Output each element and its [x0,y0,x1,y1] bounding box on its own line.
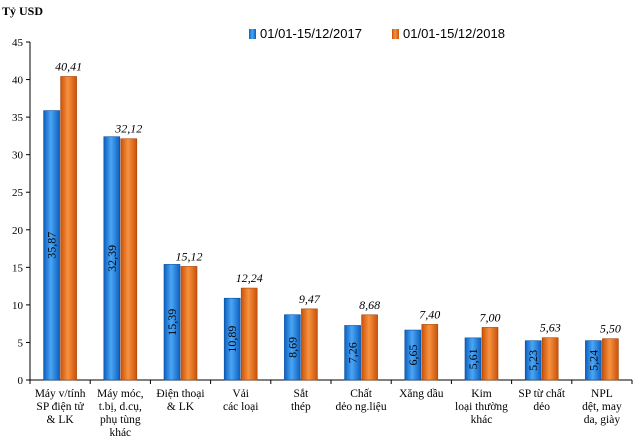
bar-2018 [541,337,559,381]
bar-2018 [421,324,439,381]
bar-2017 [163,264,181,381]
data-label-2017: 5,23 [526,350,540,371]
category-label-line: Xăng dầu [399,387,444,400]
data-label-2018: 12,24 [236,271,263,285]
y-tick-label: 0 [18,375,24,387]
category-label-line: da, giày [584,414,621,426]
category-label-line: t.bị, d.cụ, [99,401,142,413]
category-label-line: SP điện tử [36,401,84,413]
bar-2018 [602,338,619,381]
category-label: Máy móc, t.bị, d.cụ, phụ tùng khác [97,388,144,439]
category-label-line: khác [471,414,493,426]
category-label-line: Máy v/tính [35,388,86,400]
data-label-2018: 15,12 [176,249,203,263]
bar-2018 [240,287,258,381]
legend-swatch-2018 [392,29,399,39]
bar-2018 [60,76,77,381]
category-label: Vải các loại [223,388,258,413]
legend: 01/01-15/12/2017 01/01-15/12/2018 [249,26,505,41]
bar-2018 [361,314,378,381]
y-tick-label: 10 [12,300,24,312]
data-label-2018: 7,40 [419,307,440,321]
data-label-2018: 40,41 [55,59,82,73]
category-label-line: loại thường [455,401,508,413]
bar-2017 [284,314,301,381]
data-label-2017: 6,65 [406,345,420,366]
category-label-line: khác [109,427,131,439]
category-label: Chất dẻo ng.liệu [336,387,387,413]
data-label-2018: 5,50 [600,322,621,336]
bar-2018 [120,138,138,381]
category-label-line: Máy móc, [97,388,144,400]
category-label-line: Chất [350,387,373,400]
y-tick-label: 20 [12,225,24,237]
data-label-2017: 5,61 [466,348,480,369]
data-label-2017: 35,87 [45,232,59,259]
category-label-line: phụ tùng [100,414,141,426]
data-label-2017: 15,39 [165,309,179,336]
bar-2017 [103,136,121,381]
data-label-2018: 7,00 [480,310,501,324]
bar-2018 [481,327,499,381]
data-label-2017: 32,39 [105,245,119,272]
category-label: Kim loại thường khác [455,388,508,426]
legend-swatch-2017 [249,29,256,39]
data-label-2017: 8,69 [285,337,299,358]
data-label-2018: 9,47 [299,292,321,306]
data-label-2018: 32,12 [114,122,142,136]
bar-2017 [344,325,361,381]
bar-2017 [43,110,60,381]
bar-2017 [585,340,602,381]
data-label-2017: 10,89 [225,326,239,353]
bar-2018 [180,266,198,381]
data-label-2018: 8,68 [359,298,380,312]
y-tick-label: 45 [12,37,24,49]
bar-2017 [404,329,422,381]
y-axis-label: Tỷ USD [2,4,43,18]
bar-2017 [524,340,542,381]
bar-2017 [223,297,241,381]
category-label: Xăng dầu [399,387,444,400]
category-label-line: Điện thoại [156,388,204,400]
y-tick-label: 35 [12,112,24,124]
category-label: Máy v/tính SP điện tử & LK [35,388,86,426]
data-label-2018: 5,63 [540,321,561,335]
category-label: NPL dệt, may da, giày [582,388,622,426]
y-tick-label: 15 [12,262,24,274]
category-label-line: & LK [167,401,195,413]
legend-label-2018: 01/01-15/12/2018 [403,26,505,41]
category-label-line: dẻo ng.liệu [336,401,387,413]
category-label: SP từ chất dẻo [518,387,566,413]
y-tick-label: 25 [12,187,24,199]
y-tick-label: 5 [18,337,24,349]
category-label-line: & LK [47,414,75,426]
y-tick-label: 40 [12,75,24,87]
category-label-line: Sắt [294,387,310,400]
data-label-2017: 5,24 [586,350,600,371]
bar-2017 [464,337,482,381]
bar-2018 [301,308,318,381]
data-labels: 35,87 32,39 15,39 10,89 8,69 7,26 6,65 5,61 5,23… [45,59,621,370]
category-label-line: các loại [223,401,258,413]
category-label: Sắt thép [291,387,311,413]
category-label-line: dẻo [533,401,550,413]
category-label-line: Vải [232,388,249,400]
legend-label-2017: 01/01-15/12/2017 [260,26,362,41]
category-label-line: thép [291,401,311,413]
data-label-2017: 7,26 [346,342,360,363]
category-label: Điện thoại & LK [156,388,204,413]
category-label-line: NPL [591,388,613,400]
category-label-line: SP từ chất [518,387,566,400]
bars [43,76,619,381]
y-tick-label: 30 [12,150,24,162]
category-label-line: Kim [471,388,492,400]
category-label-line: dệt, may [582,401,622,413]
